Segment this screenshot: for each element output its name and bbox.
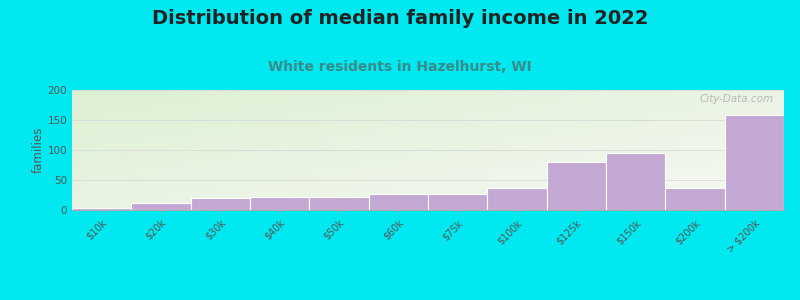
Text: White residents in Hazelhurst, WI: White residents in Hazelhurst, WI [268, 60, 532, 74]
Bar [310, 197, 369, 210]
Bar [369, 194, 428, 210]
Text: Distribution of median family income in 2022: Distribution of median family income in … [152, 9, 648, 28]
Bar [546, 162, 606, 210]
Bar [190, 198, 250, 210]
Y-axis label: families: families [32, 127, 45, 173]
Text: City-Data.com: City-Data.com [699, 94, 774, 103]
Bar [666, 188, 725, 210]
Bar [725, 115, 784, 210]
Bar [72, 208, 131, 210]
Bar [487, 188, 546, 210]
Bar [606, 153, 666, 210]
Bar [250, 197, 310, 210]
Bar [428, 194, 487, 210]
Bar [131, 203, 190, 210]
